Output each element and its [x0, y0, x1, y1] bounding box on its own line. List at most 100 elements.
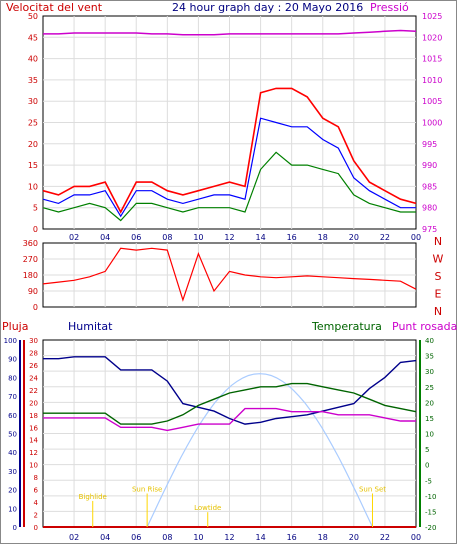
astro-label: Lowtide [194, 504, 221, 512]
temperature-tick-label: 35 [425, 353, 434, 361]
astro-label: Bighlide [79, 493, 107, 501]
humidity-tick-label: 40 [8, 449, 17, 457]
hour-tick-label: 16 [287, 533, 297, 542]
hour-tick-label: 06 [131, 233, 141, 242]
wind-speed-tick-label: 35 [28, 76, 38, 85]
pressure-tick-label: 1020 [422, 33, 442, 42]
hour-tick-label: 20 [349, 533, 359, 542]
wind-speed-title: Velocitat del vent [6, 1, 103, 14]
wind-pressure-series [42, 29, 417, 222]
rain-tick-label: 30 [29, 337, 38, 345]
hour-tick-label: 18 [318, 233, 328, 242]
direction-tick-label: 90 [28, 287, 38, 296]
wind-speed-tick-label: 30 [28, 97, 38, 106]
compass-letter: N [434, 235, 442, 248]
compass-letter: W [433, 253, 444, 266]
compass-letter: N [434, 305, 442, 318]
humidity-tick-label: 80 [8, 374, 17, 382]
humidity-tick-label: 20 [8, 487, 17, 495]
pressure-tick-label: 980 [422, 204, 437, 213]
humidity-label: Humitat [68, 320, 113, 333]
wind-speed-tick-label: 45 [28, 33, 38, 42]
temperature-tick-label: 25 [425, 384, 434, 392]
temperature-tick-label: -5 [425, 477, 432, 485]
astro-labels: Bighlide Sun Rise Lowtide Sun Set [79, 485, 386, 527]
pressure-tick-label: 1005 [422, 97, 442, 106]
pressure-tick-label: 1015 [422, 55, 442, 64]
wind-speed-tick-label: 10 [28, 182, 38, 191]
humidity-tick-label: 50 [8, 431, 17, 439]
hour-tick-label: 16 [287, 233, 297, 242]
hour-tick-label: 00 [411, 233, 421, 242]
climate-grid [43, 340, 416, 527]
humidity-tick-label: 30 [8, 468, 17, 476]
pressure-tick-label: 975 [422, 225, 437, 234]
pressure-tick-label: 1025 [422, 12, 442, 21]
pressure-tick-label: 995 [422, 140, 437, 149]
rain-tick-label: 18 [29, 412, 38, 420]
rain-tick-label: 12 [29, 449, 38, 457]
rain-tick-label: 2 [34, 512, 38, 520]
humidity-tick-label: 70 [8, 393, 17, 401]
wind-speed-tick-label: 40 [28, 55, 38, 64]
rain-tick-label: 8 [34, 474, 38, 482]
hour-tick-label: 06 [131, 533, 141, 542]
compass-letter: E [435, 288, 442, 301]
pressure-axis: 975 980 985 990 995 1000 1005 1010 1015 1020 1025 [422, 12, 442, 234]
direction-tick-label: 0 [33, 303, 38, 312]
temperature-line [43, 382, 417, 425]
solar-radiation-curve [146, 373, 374, 528]
temperature-tick-label: -10 [425, 493, 436, 501]
wind-speed-tick-label: 50 [28, 12, 38, 21]
temperature-tick-label: 10 [425, 431, 434, 439]
humidity-tick-label: 10 [8, 505, 17, 513]
wind-direction-line [42, 247, 417, 302]
pressure-tick-label: 985 [422, 182, 437, 191]
hour-tick-label: 04 [100, 233, 110, 242]
hour-tick-label: 12 [224, 233, 234, 242]
hour-tick-label: 14 [255, 233, 265, 242]
wind-speed-axis: 0 5 10 15 20 25 30 35 40 45 50 [28, 12, 38, 234]
green-wind-line [42, 151, 416, 222]
temperature-tick-label: 20 [425, 399, 434, 407]
wind-pressure-x-axis: 02 04 06 08 10 12 14 16 18 20 22 00 [69, 233, 421, 242]
rain-tick-label: 4 [34, 499, 39, 507]
direction-tick-label: 360 [23, 239, 38, 248]
hour-tick-label: 22 [380, 233, 390, 242]
temperature-tick-label: 40 [425, 337, 434, 345]
pressure-tick-label: 1000 [422, 119, 442, 128]
wind-speed-tick-label: 25 [28, 119, 38, 128]
pressure-tick-label: 1010 [422, 76, 442, 85]
rain-tick-label: 6 [34, 487, 39, 495]
temperature-tick-label: 30 [425, 368, 434, 376]
rain-tick-label: 16 [29, 424, 38, 432]
wind-direction-grid [43, 243, 416, 307]
astro-label: Sun Set [359, 485, 386, 493]
wind-direction-series [42, 247, 417, 302]
hour-tick-label: 02 [69, 233, 79, 242]
rain-tick-label: 22 [29, 387, 38, 395]
direction-tick-label: 270 [23, 255, 38, 264]
dewpoint-label: Punt rosada [392, 320, 457, 333]
humidity-axis: 0 10 20 30 40 50 60 70 80 90 100 [4, 337, 21, 532]
wind-pressure-grid [43, 16, 416, 229]
pressure-tick-label: 990 [422, 161, 437, 170]
temperature-tick-label: -15 [425, 508, 436, 516]
hour-tick-label: 20 [349, 233, 359, 242]
temperature-tick-label: 5 [425, 446, 429, 454]
rain-tick-label: 24 [29, 374, 38, 382]
hour-tick-label: 10 [193, 233, 203, 242]
humidity-tick-label: 60 [8, 412, 17, 420]
compass-letter: S [435, 270, 442, 283]
hour-tick-label: 18 [318, 533, 328, 542]
wind-direction-axis: 0 90 180 270 360 [23, 239, 38, 312]
humidity-tick-label: 90 [8, 356, 17, 364]
dewpoint-line [43, 407, 416, 432]
avg-wind-line [42, 117, 416, 218]
direction-tick-label: 180 [23, 271, 38, 280]
rain-tick-label: 26 [29, 362, 38, 370]
hour-tick-label: 04 [100, 533, 110, 542]
climate-series [43, 356, 417, 528]
